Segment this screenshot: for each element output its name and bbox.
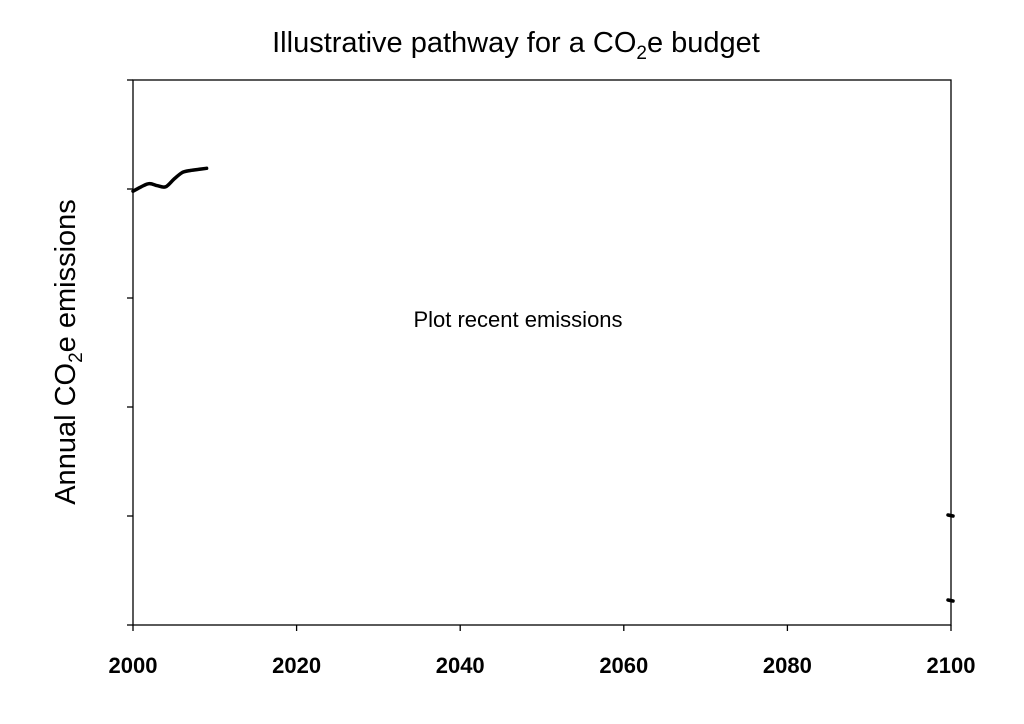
end-marks <box>946 513 955 603</box>
y-axis-label: Annual CO2e emissions <box>50 199 87 505</box>
x-tick-label-2020: 2020 <box>272 653 321 678</box>
y-axis-ticks <box>127 79 133 626</box>
y-axis-label-prefix: Annual CO <box>50 363 82 505</box>
end-mark-0 <box>946 513 955 518</box>
x-tick-label-2040: 2040 <box>436 653 485 678</box>
series-layer <box>131 166 209 193</box>
plot-area-frame <box>132 79 952 626</box>
y-axis-label-suffix: e emissions <box>50 199 82 352</box>
series-line-0 <box>131 166 209 193</box>
chart-title-subscript: 2 <box>636 43 647 64</box>
end-mark-1 <box>946 598 955 603</box>
x-axis-tick-labels: 2000 2020 2040 2060 2080 2100 <box>109 653 976 678</box>
chart-title-suffix: e budget <box>647 27 760 59</box>
x-axis-ticks <box>132 625 952 631</box>
chart-title: Illustrative pathway for a CO2e budget <box>272 27 760 64</box>
annotation-text: Plot recent emissions <box>413 307 622 332</box>
y-axis-label-subscript: 2 <box>66 352 87 363</box>
x-tick-label-2000: 2000 <box>109 653 158 678</box>
x-tick-label-2060: 2060 <box>599 653 648 678</box>
chart-title-prefix: Illustrative pathway for a CO <box>272 27 636 59</box>
x-tick-label-2100: 2100 <box>927 653 976 678</box>
x-tick-label-2080: 2080 <box>763 653 812 678</box>
